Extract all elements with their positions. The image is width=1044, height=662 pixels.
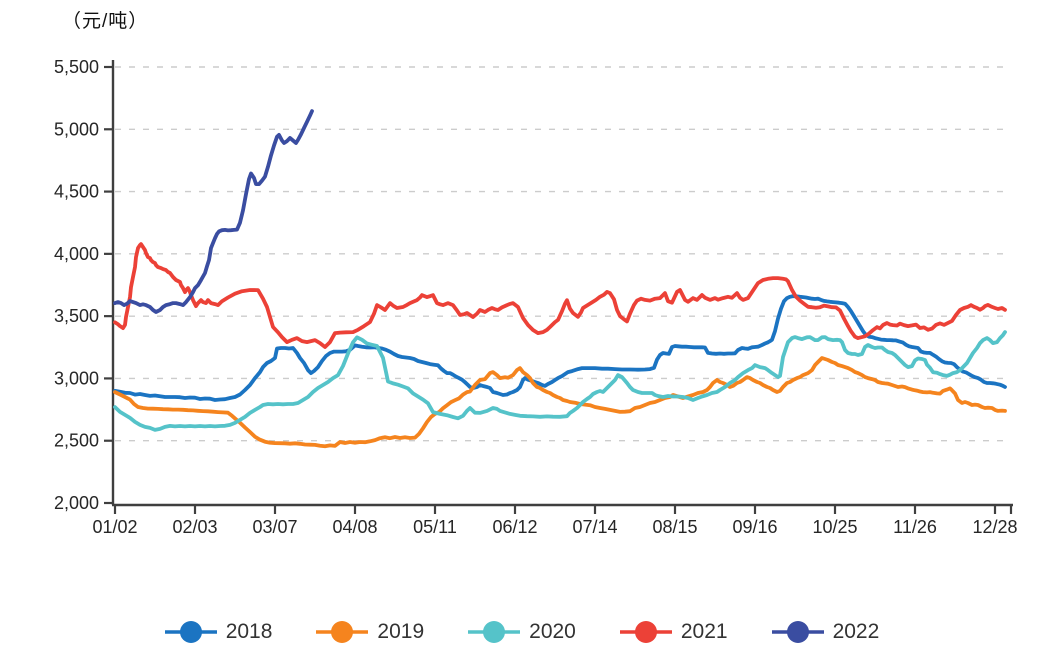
series-line-2018 [113,294,1007,402]
x-axis-tick-label: 11/26 [893,517,937,537]
legend-item-2018[interactable]: 2018 [164,618,273,646]
series-line-2019 [113,356,1007,449]
series-line-2022 [113,109,314,314]
x-axis-tick-label: 07/14 [572,517,617,537]
x-axis-tick-label: 08/15 [652,517,697,537]
chart-legend: 2018 2019 2020 2021 2022 [0,618,1044,646]
y-axis-tick-label: 3,000 [54,368,99,388]
x-axis-tick-label: 06/12 [492,517,537,537]
x-axis-tick-label: 02/03 [172,517,217,537]
legend-item-2019[interactable]: 2019 [316,618,424,646]
x-axis-tick-label: 05/11 [413,517,457,537]
y-axis-tick-label: 2,500 [54,431,99,451]
x-axis-tick-label: 10/25 [812,517,857,537]
y-axis-tick-label: 4,500 [54,182,99,202]
series-line-2020 [113,330,1007,432]
x-axis-tick-label: 12/28 [972,517,1017,537]
legend-marker-icon [164,621,217,643]
y-axis-tick-label: 4,000 [54,244,99,264]
legend-label: 2020 [529,620,576,643]
x-axis-tick-label: 04/08 [332,517,377,537]
y-axis-tick-label: 5,000 [54,119,99,139]
y-axis-tick-label: 3,500 [54,306,99,326]
legend-label: 2021 [680,620,728,643]
legend-marker-icon [316,621,369,643]
x-axis-tick-label: 03/07 [252,517,297,537]
legend-item-2022[interactable]: 2022 [771,618,880,646]
legend-label: 2018 [225,620,273,643]
y-axis-tick-label: 2,000 [54,493,99,513]
legend-marker-icon [771,621,824,643]
legend-label: 2022 [832,620,880,643]
x-axis-tick-label: 09/16 [732,517,777,537]
series-line-2021 [113,242,1007,349]
y-axis-tick-label: 5,500 [54,57,99,77]
chart-plot-area: 2,000 2,500 3,000 3,500 4,000 4,500 5,000 5,500… [54,57,1018,537]
legend-marker-icon [619,621,672,643]
y-axis-unit-label: （元/吨） [62,11,149,32]
legend-marker-icon [468,621,521,643]
legend-label: 2019 [377,620,425,643]
legend-item-2020[interactable]: 2020 [468,618,576,646]
legend-item-2021[interactable]: 2021 [619,618,728,646]
x-axis-tick-label: 01/02 [92,517,137,537]
